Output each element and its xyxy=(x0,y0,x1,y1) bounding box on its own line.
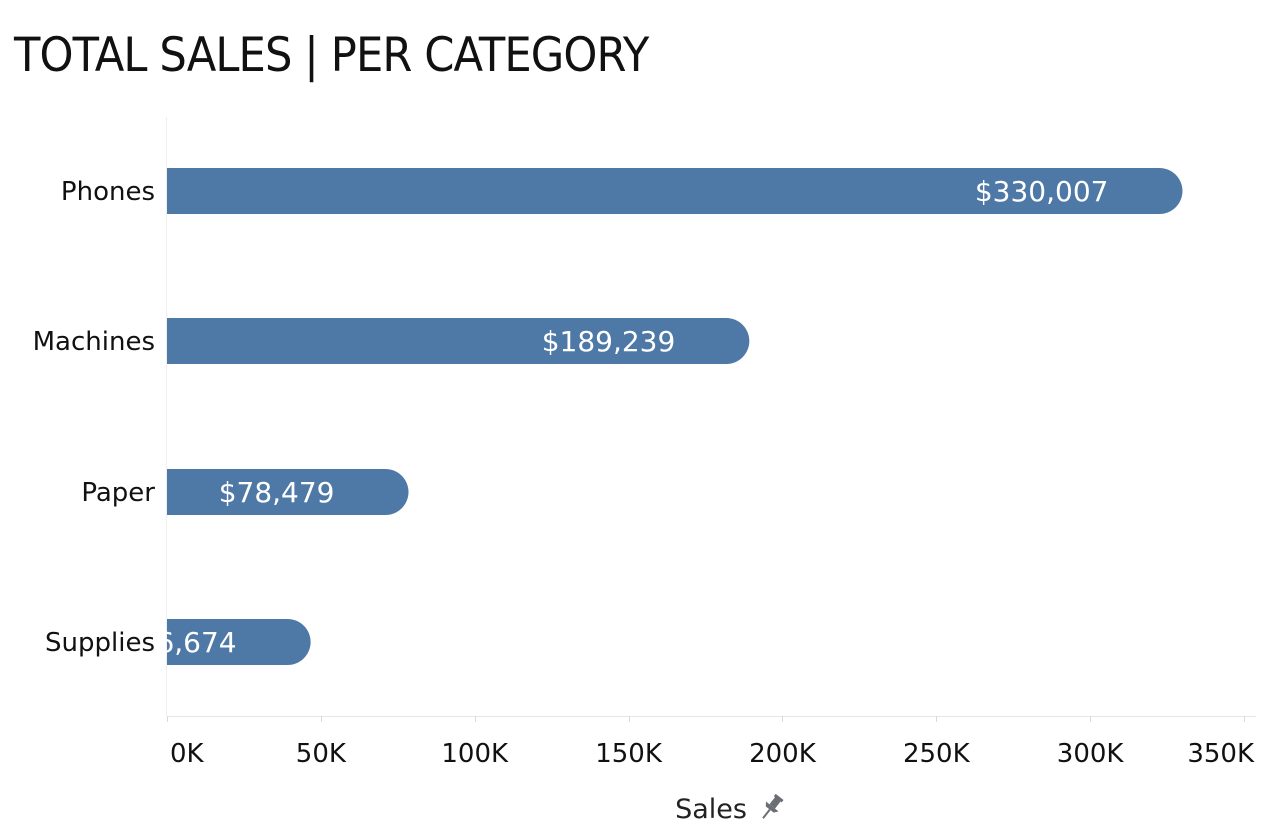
category-label: Phones xyxy=(61,177,155,207)
x-tick-label: 300K xyxy=(1057,739,1125,769)
x-tick-label: 250K xyxy=(903,739,971,769)
x-axis-title: Sales xyxy=(675,794,747,825)
chart-title: TOTAL SALES | PER CATEGORY xyxy=(14,28,649,83)
category-label: Paper xyxy=(81,478,155,508)
bar-value-label: $189,239 xyxy=(542,325,676,358)
bar-machines[interactable] xyxy=(167,318,750,364)
x-tick-label: 200K xyxy=(749,739,817,769)
x-tick-label: 100K xyxy=(441,739,509,769)
category-label: Supplies xyxy=(45,628,155,658)
category-labels: Phones Machines Paper Supplies xyxy=(33,177,156,658)
x-tick-labels: 0K 50K 100K 150K 200K 250K 300K 350K xyxy=(170,739,1255,769)
bar-phones[interactable] xyxy=(167,168,1183,214)
pin-icon[interactable] xyxy=(757,792,786,823)
x-tick-label: 50K xyxy=(296,739,347,769)
bar-value-label: $46,674 xyxy=(121,626,237,659)
x-tick-label: 0K xyxy=(170,739,205,769)
bars: $330,007 $189,239 $78,479 $46,674 xyxy=(121,168,1183,665)
bar-supplies[interactable] xyxy=(167,619,311,665)
bar-value-label: $330,007 xyxy=(975,175,1109,208)
category-label: Machines xyxy=(33,327,155,357)
x-tick-label: 350K xyxy=(1187,739,1255,769)
x-tick-label: 150K xyxy=(595,739,663,769)
axis-lines xyxy=(166,117,1256,722)
bar-value-label: $78,479 xyxy=(219,476,335,509)
bar-paper[interactable] xyxy=(167,469,409,515)
